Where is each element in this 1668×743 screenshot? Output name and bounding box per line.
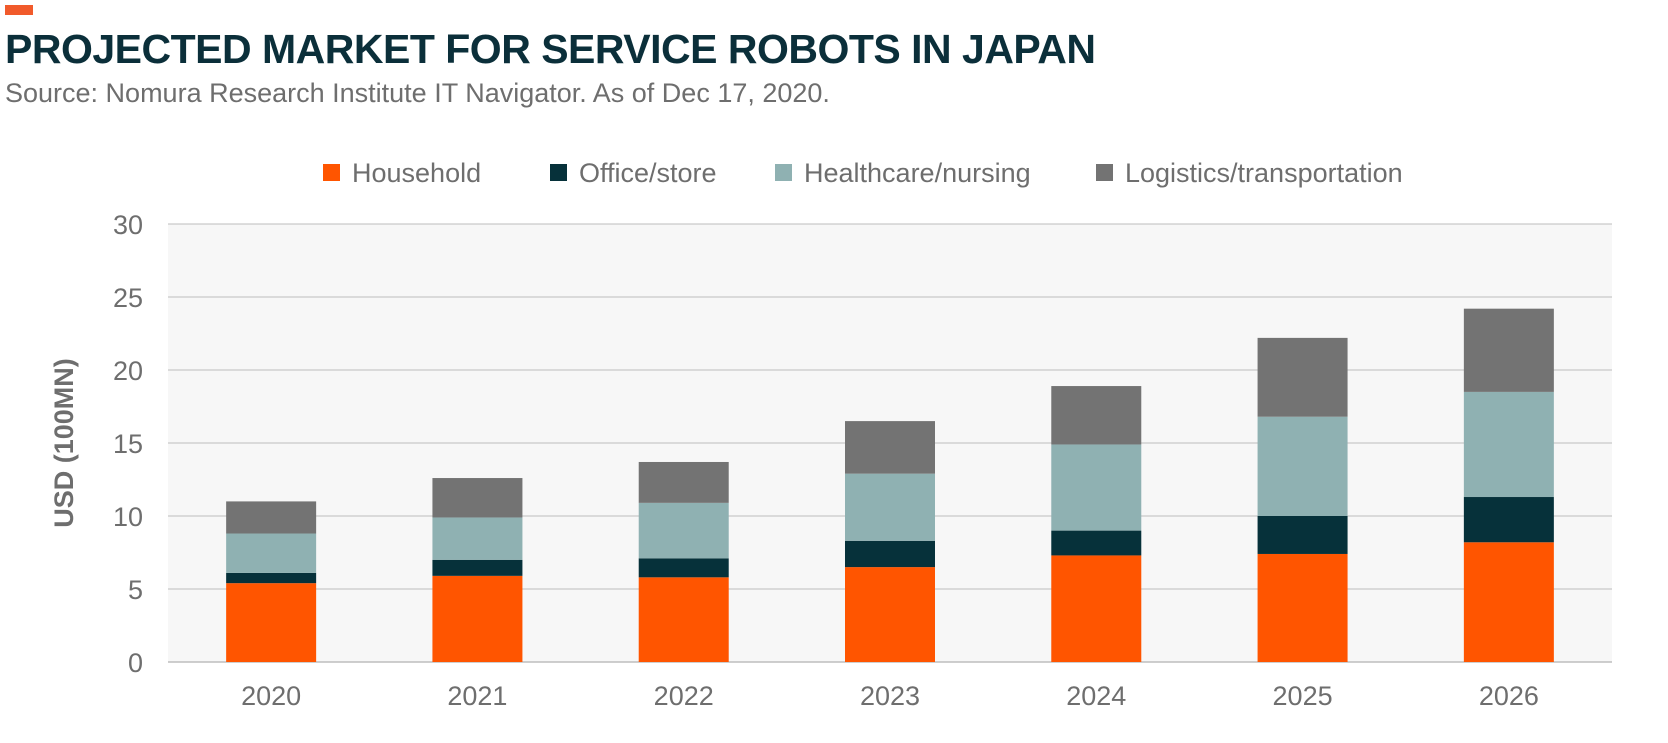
bar-segment [638, 558, 729, 578]
y-tick-label: 30 [113, 210, 143, 240]
x-tick-label: 2020 [241, 681, 301, 711]
y-tick-label: 15 [113, 429, 143, 459]
stacked-bar-chart: Household Office/store Healthcare/nursing L… [49, 158, 1612, 711]
bars [226, 308, 1554, 662]
bar-segment [845, 473, 935, 541]
bar-segment [226, 501, 317, 534]
bar-segment [1257, 516, 1348, 554]
bar-segment [845, 540, 935, 568]
bar-segment [1463, 391, 1554, 498]
bar-segment [226, 583, 317, 662]
legend-swatch [1096, 164, 1113, 181]
chart-source: Source: Nomura Research Institute IT Nav… [5, 78, 830, 108]
bar-segment [432, 575, 523, 662]
x-tick-label: 2026 [1479, 681, 1539, 711]
y-tick-label: 5 [128, 575, 143, 605]
y-axis-label: USD (100MN) [49, 358, 79, 528]
bar-segment [638, 461, 729, 503]
bar-segment [1051, 555, 1142, 662]
y-tick-label: 10 [113, 502, 143, 532]
bar-segment [1257, 553, 1348, 662]
bar-segment [638, 577, 729, 662]
chart-title: PROJECTED MARKET FOR SERVICE ROBOTS IN J… [5, 26, 1096, 72]
bar-segment [226, 572, 317, 584]
bar-segment [432, 478, 523, 518]
bar-segment [1463, 542, 1554, 662]
accent-bar [5, 5, 33, 15]
bar-segment [1051, 530, 1142, 556]
bar-segment [1257, 416, 1348, 516]
bar-segment [638, 502, 729, 559]
bar-segment [1051, 386, 1142, 445]
bar-segment [432, 559, 523, 576]
x-tick-label: 2023 [860, 681, 920, 711]
y-tick-label: 20 [113, 356, 143, 386]
legend-label: Household [352, 158, 481, 188]
bar-segment [1463, 497, 1554, 543]
legend-label: Healthcare/nursing [804, 158, 1031, 188]
legend-swatch [550, 164, 567, 181]
x-tick-label: 2024 [1066, 681, 1126, 711]
legend-swatch [775, 164, 792, 181]
legend-swatch [323, 164, 340, 181]
bar-segment [432, 517, 523, 560]
legend-label: Logistics/transportation [1125, 158, 1403, 188]
bar-segment [845, 421, 935, 474]
bar-segment [845, 567, 935, 662]
y-tick-label: 0 [128, 648, 143, 678]
bar-segment [226, 533, 317, 573]
bar-segment [1463, 308, 1554, 392]
x-axis-ticks: 2020 2021 2022 2023 2024 2025 2026 [241, 681, 1539, 711]
y-tick-label: 25 [113, 283, 143, 313]
x-tick-label: 2021 [447, 681, 507, 711]
bar-segment [1051, 444, 1142, 531]
legend: Household Office/store Healthcare/nursing L… [323, 158, 1403, 188]
bar-segment [1257, 337, 1348, 417]
x-tick-label: 2022 [654, 681, 714, 711]
legend-label: Office/store [579, 158, 717, 188]
x-tick-label: 2025 [1273, 681, 1333, 711]
y-axis-ticks: 0 5 10 15 20 25 30 [113, 210, 143, 678]
